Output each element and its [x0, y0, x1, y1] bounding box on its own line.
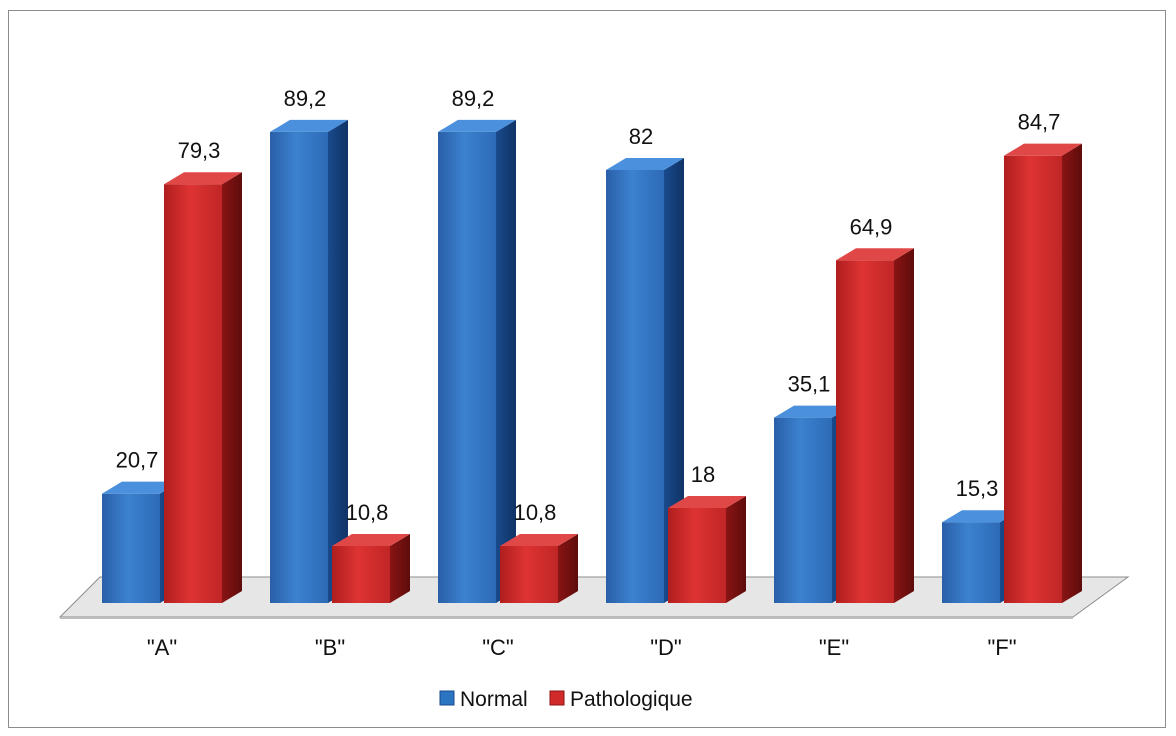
bar-top-face [500, 533, 578, 546]
bar-top-face [836, 248, 914, 261]
bar-normal-2 [438, 119, 516, 603]
bar-side-face [1062, 143, 1082, 604]
bar-side-face [496, 119, 516, 603]
bar-front-face [438, 131, 496, 603]
bar-top-face [270, 119, 348, 132]
bar-front-face [500, 545, 558, 603]
x-tick-label-2: "C" [482, 635, 514, 660]
bar-front-face [668, 507, 726, 603]
data-label-normal-0: 20,7 [116, 448, 159, 473]
bar-top-face [438, 119, 516, 132]
bar-pathologique-3 [668, 495, 746, 603]
legend-label-normal: Normal [460, 688, 528, 711]
bar-top-face [942, 510, 1020, 523]
bar-front-face [942, 522, 1000, 603]
bar-pathologique-4 [836, 248, 914, 604]
bar-side-face [894, 248, 914, 604]
data-label-normal-3: 82 [629, 124, 653, 149]
bar-front-face [1004, 155, 1062, 604]
bar-pathologique-2 [500, 533, 578, 603]
bar-front-face [606, 169, 664, 604]
legend-item-pathologique: Pathologique [549, 688, 693, 711]
x-tick-label-5: "F" [987, 635, 1016, 660]
data-label-pathologique-0: 79,3 [178, 138, 221, 163]
chart-floor-edge [60, 617, 1073, 619]
x-tick-label-1: "B" [315, 635, 345, 660]
legend-swatch-pathologique [549, 690, 565, 706]
chart-legend: Normal Pathologique [439, 688, 693, 711]
bar-side-face [726, 495, 746, 603]
data-label-pathologique-4: 64,9 [850, 214, 893, 239]
bar-top-face [102, 481, 180, 494]
x-axis-tick-labels: "A" "B" "C" "D" "E" "F" [147, 635, 1017, 660]
bar-front-face [836, 260, 894, 603]
bar-normal-3 [606, 157, 684, 604]
bar-top-face [774, 405, 852, 418]
data-label-pathologique-2: 10,8 [514, 500, 557, 525]
bar-front-face [774, 417, 832, 603]
bar-front-face [164, 184, 222, 603]
x-tick-label-4: "E" [819, 635, 849, 660]
bar-top-face [332, 533, 410, 546]
bar-top-face [668, 495, 746, 508]
data-label-normal-4: 35,1 [788, 372, 831, 397]
data-label-normal-2: 89,2 [452, 86, 495, 111]
bar-front-face [332, 545, 390, 603]
data-label-pathologique-5: 84,7 [1018, 110, 1061, 135]
chart-data-labels: 20,7 79,3 89,2 10,8 89,2 10,8 82 18 35,1 64,9 15,3… [116, 86, 1061, 525]
data-label-normal-5: 15,3 [956, 476, 999, 501]
bar-top-face [606, 157, 684, 170]
legend-label-pathologique: Pathologique [570, 688, 693, 711]
bar-front-face [270, 131, 328, 603]
legend-swatch-normal [439, 690, 455, 706]
legend-item-normal: Normal [439, 688, 528, 711]
bar-side-face [222, 172, 242, 603]
data-label-pathologique-3: 18 [691, 462, 715, 487]
bar-side-face [664, 157, 684, 604]
bar-side-face [390, 533, 410, 603]
x-tick-label-3: "D" [650, 635, 682, 660]
chart-bars [102, 119, 1082, 604]
bar-pathologique-1 [332, 533, 410, 603]
data-label-normal-1: 89,2 [284, 86, 327, 111]
bar-front-face [102, 493, 160, 603]
bar-top-face [164, 172, 242, 185]
bar-side-face [328, 119, 348, 603]
x-tick-label-0: "A" [147, 635, 177, 660]
bar-normal-1 [270, 119, 348, 603]
bar-top-face [1004, 143, 1082, 156]
bar-pathologique-5 [1004, 143, 1082, 604]
data-label-pathologique-1: 10,8 [346, 500, 389, 525]
bar-pathologique-0 [164, 172, 242, 603]
bar-side-face [558, 533, 578, 603]
